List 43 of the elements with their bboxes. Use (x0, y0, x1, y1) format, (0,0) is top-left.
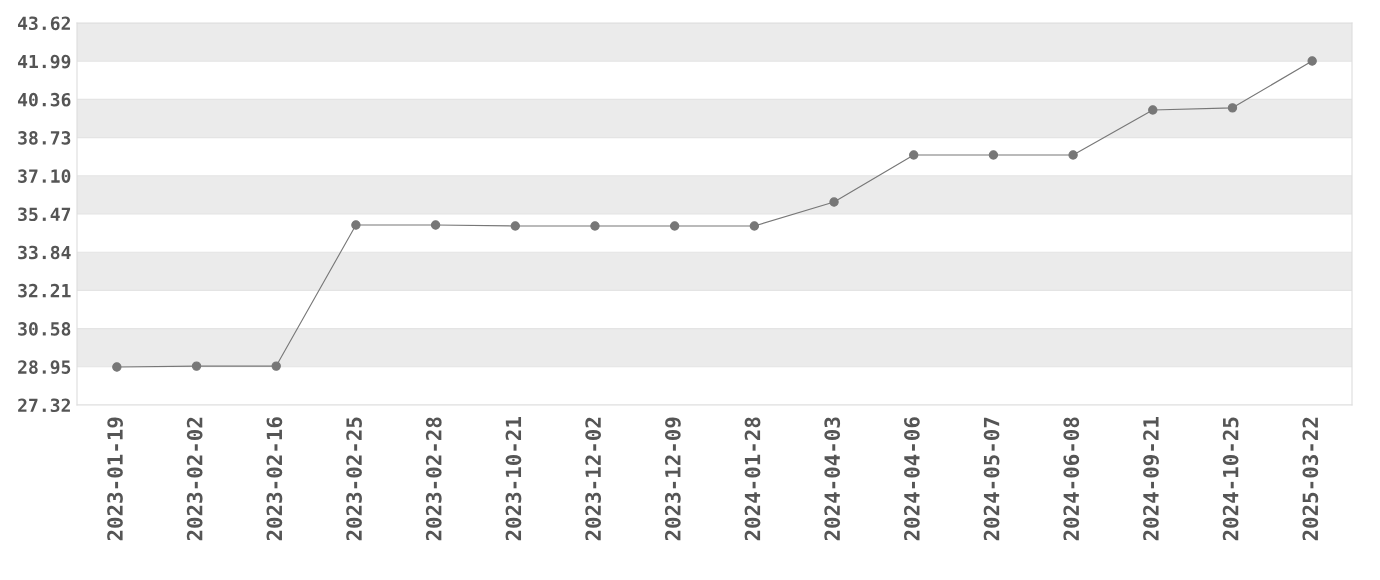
point (1307, 56, 1317, 66)
y-tick-label: 41.99 (17, 54, 71, 69)
x-tick-label: 2023-02-16 (266, 417, 283, 541)
point (112, 362, 122, 372)
x-tick-label: 2024-09-21 (1143, 417, 1159, 541)
x-tick-label: 2024-04-03 (824, 417, 841, 541)
point (909, 150, 919, 160)
x-tick-label: 2024-05-07 (983, 417, 1000, 541)
point (191, 361, 202, 371)
point (510, 221, 520, 231)
x-tick-label: 2024-01-28 (744, 417, 761, 541)
point (749, 221, 760, 231)
y-tick-label: 33.84 (18, 245, 71, 260)
point (271, 361, 281, 371)
point (1227, 103, 1238, 113)
y-tick-label: 38.73 (18, 131, 71, 145)
x-tick-label: 2024-10-25 (1222, 417, 1239, 541)
x-tick-label: 2024-06-08 (1063, 417, 1080, 541)
y-tick-label: 30.58 (18, 322, 71, 336)
x-tick-label: 2023-02-28 (425, 417, 442, 541)
y-tick-label: 27.32 (18, 398, 70, 413)
point (430, 220, 441, 230)
y-tick-label: 43.62 (17, 16, 70, 31)
y-tick-label: 40.36 (17, 92, 71, 107)
x-tick-label: 2023-10-21 (505, 417, 522, 541)
x-tick-label: 2024-04-06 (904, 417, 920, 541)
point (1148, 105, 1158, 115)
y-tick-label: 32.21 (18, 283, 71, 298)
y-tick-label: 37.10 (18, 169, 71, 183)
point (1068, 150, 1078, 160)
y-tick-label: 35.47 (18, 207, 71, 222)
point (829, 197, 839, 207)
x-tick-label: 2023-02-25 (346, 417, 362, 541)
x-tick-label: 2023-02-02 (186, 417, 203, 541)
x-tick-label: 2025-03-22 (1302, 417, 1319, 541)
point (590, 221, 600, 231)
point (988, 150, 999, 160)
x-tick-label: 2023-01-19 (107, 417, 123, 541)
point (351, 220, 361, 230)
point (669, 221, 680, 231)
x-tick-label: 2023-12-09 (664, 417, 681, 541)
x-tick-label: 2023-12-02 (585, 417, 602, 541)
y-tick-label: 28.95 (18, 360, 71, 374)
